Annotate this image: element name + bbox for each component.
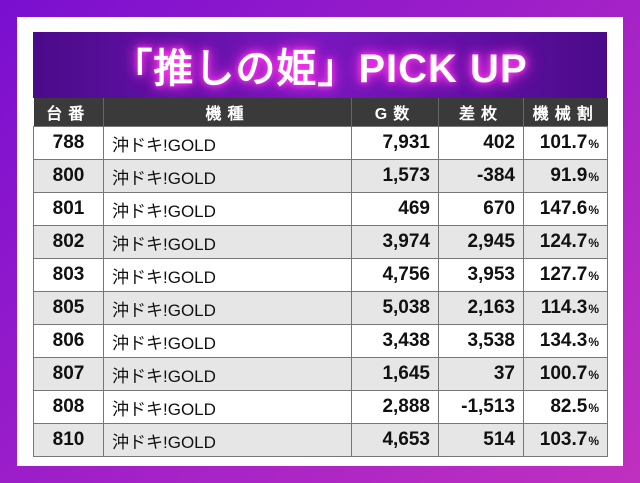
machine-name-cell: 沖ドキ!GOLD [103,159,352,193]
machine-no-cell: 805 [33,291,104,325]
payout-rate-cell: 100.7% [523,357,608,391]
table-row: 807 沖ドキ!GOLD 1,645 37 100.7% [33,357,608,391]
games-cell: 2,888 [351,390,439,424]
payout-rate-cell: 124.7% [523,225,608,259]
header-games: G数 [351,98,439,127]
percent-sign: % [588,302,599,316]
payout-rate-cell: 103.7% [523,423,608,457]
payout-rate-cell: 114.3% [523,291,608,325]
machine-no-cell: 808 [33,390,104,424]
machine-no-cell: 810 [33,423,104,457]
machine-no-cell: 806 [33,324,104,358]
table-row: 803 沖ドキ!GOLD 4,756 3,953 127.7% [33,258,608,292]
machine-no-cell: 801 [33,192,104,226]
table-row: 801 沖ドキ!GOLD 469 670 147.6% [33,192,608,226]
machine-name-cell: 沖ドキ!GOLD [103,423,352,457]
payout-rate-cell: 82.5% [523,390,608,424]
difference-cell: 37 [438,357,524,391]
games-cell: 469 [351,192,439,226]
machine-name-cell: 沖ドキ!GOLD [103,258,352,292]
results-table: 台番 機種 G数 差枚 機械割 788 沖ドキ!GOLD 7,931 402 1… [33,98,608,457]
games-cell: 5,038 [351,291,439,325]
games-cell: 4,653 [351,423,439,457]
table-row: 808 沖ドキ!GOLD 2,888 -1,513 82.5% [33,390,608,424]
table-row: 810 沖ドキ!GOLD 4,653 514 103.7% [33,423,608,457]
results-card: 「推しの姫」PICK UP 台番 機種 G数 差枚 機械割 788 沖ドキ!GO… [17,17,623,466]
percent-sign: % [588,236,599,250]
difference-cell: -1,513 [438,390,524,424]
percent-sign: % [588,269,599,283]
payout-rate-value: 147.6 [539,198,588,219]
percent-sign: % [588,368,599,382]
machine-name-cell: 沖ドキ!GOLD [103,291,352,325]
machine-name-cell: 沖ドキ!GOLD [103,357,352,391]
table-row: 806 沖ドキ!GOLD 3,438 3,538 134.3% [33,324,608,358]
percent-sign: % [588,401,599,415]
payout-rate-cell: 127.7% [523,258,608,292]
difference-cell: -384 [438,159,524,193]
percent-sign: % [588,203,599,217]
games-cell: 3,974 [351,225,439,259]
header-difference: 差枚 [438,98,524,127]
difference-cell: 402 [438,126,524,160]
machine-name-cell: 沖ドキ!GOLD [103,324,352,358]
machine-name-cell: 沖ドキ!GOLD [103,126,352,160]
title-banner: 「推しの姫」PICK UP [33,32,607,98]
payout-rate-value: 127.7 [539,264,588,285]
difference-cell: 2,945 [438,225,524,259]
percent-sign: % [588,335,599,349]
table-row: 802 沖ドキ!GOLD 3,974 2,945 124.7% [33,225,608,259]
header-machine-no: 台番 [33,98,104,127]
machine-no-cell: 803 [33,258,104,292]
games-cell: 1,573 [351,159,439,193]
machine-no-cell: 802 [33,225,104,259]
payout-rate-value: 103.7 [539,429,588,450]
payout-rate-value: 101.7 [539,132,588,153]
games-cell: 4,756 [351,258,439,292]
table-row: 788 沖ドキ!GOLD 7,931 402 101.7% [33,126,608,160]
machine-name-cell: 沖ドキ!GOLD [103,192,352,226]
payout-rate-value: 114.3 [540,297,588,318]
percent-sign: % [588,137,599,151]
machine-no-cell: 807 [33,357,104,391]
payout-rate-value: 124.7 [539,231,588,252]
payout-rate-cell: 134.3% [523,324,608,358]
games-cell: 3,438 [351,324,439,358]
difference-cell: 514 [438,423,524,457]
table-header-row: 台番 機種 G数 差枚 機械割 [33,98,608,127]
payout-rate-cell: 101.7% [523,126,608,160]
machine-name-cell: 沖ドキ!GOLD [103,390,352,424]
percent-sign: % [588,434,599,448]
payout-rate-value: 91.9 [550,165,588,186]
payout-rate-value: 82.5 [550,396,588,417]
payout-rate-cell: 147.6% [523,192,608,226]
machine-no-cell: 800 [33,159,104,193]
payout-rate-value: 100.7 [539,363,588,384]
header-machine-type: 機種 [103,98,352,127]
difference-cell: 3,538 [438,324,524,358]
payout-rate-cell: 91.9% [523,159,608,193]
difference-cell: 3,953 [438,258,524,292]
percent-sign: % [588,170,599,184]
games-cell: 1,645 [351,357,439,391]
banner-title: 「推しの姫」PICK UP [112,47,528,91]
difference-cell: 2,163 [438,291,524,325]
table-row: 805 沖ドキ!GOLD 5,038 2,163 114.3% [33,291,608,325]
header-payout-rate: 機械割 [523,98,608,127]
payout-rate-value: 134.3 [539,330,588,351]
table-row: 800 沖ドキ!GOLD 1,573 -384 91.9% [33,159,608,193]
machine-no-cell: 788 [33,126,104,160]
machine-name-cell: 沖ドキ!GOLD [103,225,352,259]
difference-cell: 670 [438,192,524,226]
games-cell: 7,931 [351,126,439,160]
